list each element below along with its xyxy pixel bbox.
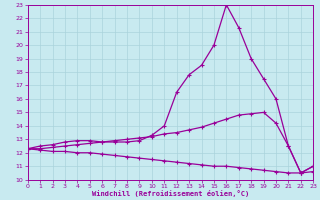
X-axis label: Windchill (Refroidissement éolien,°C): Windchill (Refroidissement éolien,°C) <box>92 190 249 197</box>
